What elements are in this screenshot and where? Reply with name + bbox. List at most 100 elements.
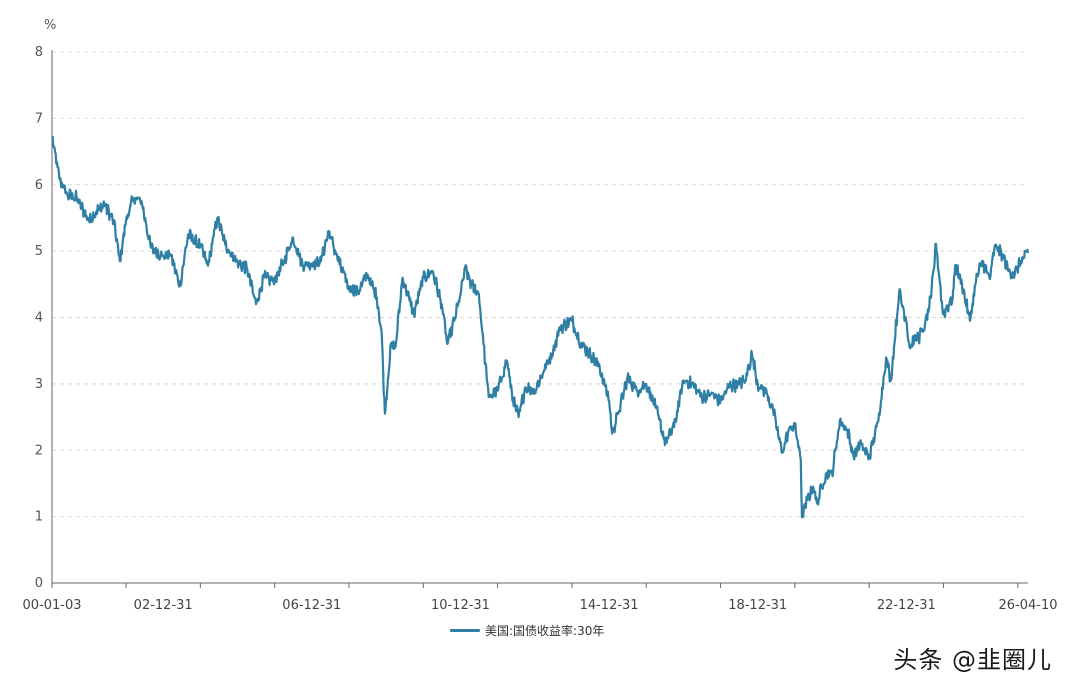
data-point [487,396,490,398]
data-point [103,203,106,206]
data-point [951,296,954,299]
data-point [839,419,841,422]
data-point [263,276,265,279]
data-point [589,353,592,355]
legend-swatch [450,629,480,632]
data-point [701,396,703,398]
data-point [636,389,638,392]
data-point [95,210,98,213]
data-point [292,237,294,239]
data-point [132,197,135,199]
data-point [470,283,472,286]
data-point [877,419,880,422]
y-axis: 0 1 2 3 4 5 6 7 8 [35,45,53,591]
data-point [859,442,861,445]
data-point [320,260,322,262]
data-point [787,429,790,432]
data-point [923,326,926,329]
data-point [794,423,796,426]
data-point [611,432,613,435]
legend-label: 美国:国债收益率:30年 [485,624,605,638]
data-point [1027,251,1029,254]
data-point [626,376,629,379]
data-point [338,263,341,266]
data-point [524,386,527,389]
data-point [311,262,313,265]
data-point [75,197,78,199]
data-point [801,516,803,519]
data-point [224,243,226,246]
data-point [440,303,443,306]
data-point [930,296,932,299]
data-point [738,383,740,385]
data-point [506,359,508,362]
data-point [1020,260,1022,262]
data-point [908,346,911,349]
data-point [868,456,870,458]
data-point [816,502,818,505]
data-point [179,285,181,288]
data-point [772,409,774,412]
data-point [446,343,449,345]
data-point [728,385,731,387]
data-point [1001,253,1004,256]
data-point [140,200,143,203]
y-tick-label: 4 [35,311,43,326]
data-point [825,472,827,475]
data-point [942,313,944,316]
data-point [654,406,657,408]
data-point [580,343,582,345]
y-tick-label: 2 [35,443,43,458]
data-point [719,400,722,402]
data-point [852,456,855,458]
y-tick-label: 3 [35,377,43,392]
data-point [914,336,917,339]
data-point [119,260,121,262]
data-point [766,393,768,395]
data-point [935,243,937,245]
data-point [961,283,963,286]
data-point [994,244,996,246]
data-point [969,320,971,322]
data-point [283,260,285,262]
data-point [255,303,257,306]
x-tick-label: 10-12-31 [431,598,490,613]
data-point [482,343,485,345]
x-tick-label: 00-01-03 [22,598,81,613]
data-point [459,294,462,296]
data-point [831,472,833,475]
grid-lines [52,51,1028,518]
y-tick-label: 5 [35,244,43,259]
data-point [51,136,53,138]
data-point [517,416,520,418]
legend[interactable]: 美国:国债收益率:30年 [450,622,604,639]
data-point [125,219,127,221]
data-point [781,452,783,454]
data-point [380,330,383,332]
data-point [806,499,808,501]
y-tick-label: 6 [35,178,43,193]
data-point [366,273,369,276]
data-point [617,412,619,415]
data-point [989,278,991,280]
x-tick-label: 06-12-31 [282,598,341,613]
data-point [559,326,561,329]
data-point [691,383,694,385]
data-point [543,369,545,372]
data-point [608,399,610,402]
x-tick-label: 14-12-31 [580,598,639,613]
data-point [534,389,536,392]
data-point [673,426,675,428]
data-point [390,343,392,345]
data-point [199,245,202,248]
data-point [800,459,802,462]
data-point [169,253,172,256]
y-tick-label: 0 [35,576,43,591]
data-point [301,263,304,266]
data-point [357,290,360,292]
data-point [552,349,554,352]
data-point [812,486,815,488]
data-point [236,261,239,264]
data-point [187,233,189,236]
